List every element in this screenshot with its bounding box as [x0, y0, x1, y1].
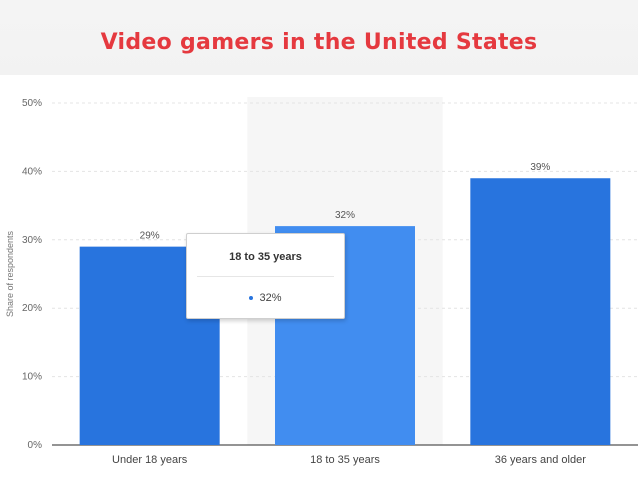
- tooltip-title: 18 to 35 years: [229, 251, 302, 263]
- chart-tooltip: 18 to 35 years 32%: [186, 233, 345, 319]
- tooltip-divider: [197, 276, 334, 277]
- tooltip-value-row: 32%: [187, 292, 344, 304]
- y-tick-label: 20%: [22, 303, 42, 314]
- data-label: 29%: [140, 231, 160, 242]
- y-tick-label: 40%: [22, 166, 42, 177]
- y-tick-label: 30%: [22, 235, 42, 246]
- series-dot-icon: [249, 296, 254, 301]
- y-tick-label: 0%: [28, 440, 43, 451]
- data-label: 39%: [530, 162, 550, 173]
- x-category-label: 18 to 35 years: [310, 454, 380, 466]
- x-category-label: 36 years and older: [495, 454, 586, 466]
- x-category-label: Under 18 years: [112, 454, 188, 466]
- bar: [470, 178, 611, 445]
- data-label: 32%: [335, 210, 355, 221]
- y-axis-title: Share of respondents: [5, 230, 15, 317]
- slide-title: Video gamers in the United States: [100, 30, 538, 55]
- y-tick-label: 10%: [22, 372, 42, 383]
- tooltip-value: 32%: [259, 292, 282, 304]
- y-tick-label: 50%: [22, 98, 42, 109]
- bar-chart: 0% 10% 20% 30% 40% 50% Share of respondents 29%…: [5, 97, 638, 466]
